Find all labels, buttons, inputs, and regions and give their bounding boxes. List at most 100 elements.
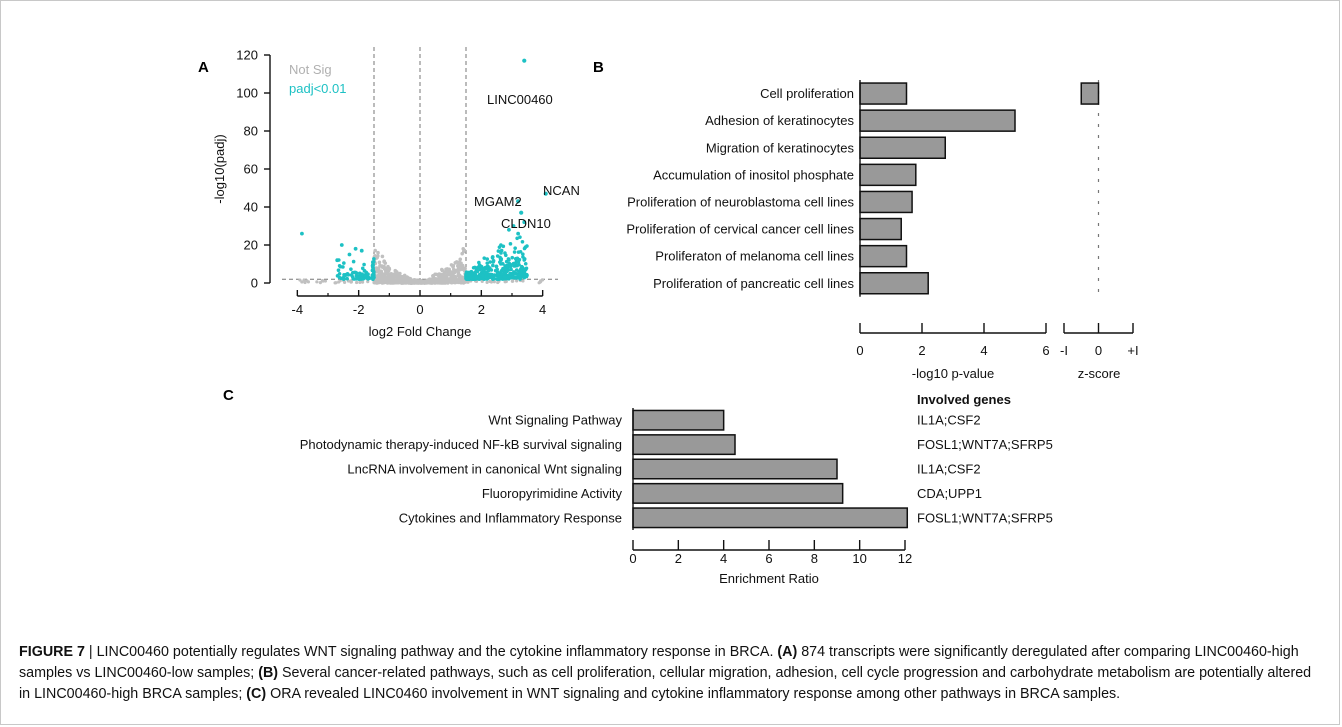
not-sig-point <box>315 280 319 284</box>
pathway-label: Proliferation of neuroblastoma cell line… <box>627 194 854 209</box>
figure-caption: FIGURE 7 | LINC00460 potentially regulat… <box>19 642 1319 705</box>
y-tick-label: 100 <box>236 86 258 101</box>
sig-point <box>469 275 473 280</box>
sig-point <box>497 275 501 279</box>
sig-point <box>362 262 366 267</box>
enrichment-bar <box>632 409 725 431</box>
sig-point <box>494 264 499 269</box>
zscore-axis-label: z-score <box>1078 366 1121 381</box>
not-sig-point <box>405 280 410 284</box>
not-sig-point <box>355 280 359 285</box>
sig-point <box>361 277 365 281</box>
involved-genes-label: IL1A;CSF2 <box>917 462 981 477</box>
x-tick-label: 0 <box>416 302 423 317</box>
y-tick-label: 20 <box>244 238 258 253</box>
sig-point <box>353 246 358 251</box>
not-sig-point <box>428 280 432 284</box>
not-sig-point <box>380 254 385 259</box>
not-sig-point <box>376 273 380 278</box>
not-sig-point <box>318 280 322 285</box>
not-sig-point <box>442 271 447 275</box>
not-sig-point <box>399 281 403 285</box>
panel-label-a: A <box>198 59 209 76</box>
pathway-x-axis-label: -log10 p-value <box>912 366 994 381</box>
enrichment-x-axis-label: Enrichment Ratio <box>719 571 819 586</box>
not-sig-point <box>466 280 470 284</box>
sig-point <box>512 261 516 266</box>
sig-point <box>521 252 525 256</box>
not-sig-point <box>539 279 543 284</box>
enrichment-x-tick-label: 10 <box>852 551 866 566</box>
not-sig-point <box>419 279 423 284</box>
sig-point <box>349 267 353 271</box>
sig-point <box>347 252 352 257</box>
caption-a-tag: (A) <box>777 644 798 660</box>
sig-point <box>351 276 355 281</box>
sig-point <box>513 246 517 250</box>
panel-label-b: B <box>593 59 604 76</box>
enrichment-x-tick-label: 2 <box>675 551 682 566</box>
not-sig-point <box>414 280 418 284</box>
not-sig-point <box>456 264 460 268</box>
sig-point <box>359 248 364 253</box>
sig-point <box>477 277 481 281</box>
panel-label-c: C <box>223 387 234 404</box>
zscore-x-tick-label: 0 <box>1095 343 1102 358</box>
involved-genes-label: FOSL1;WNT7A;SFRP5 <box>917 510 1053 525</box>
pathway-x-tick-label: 0 <box>856 343 863 358</box>
sig-point <box>351 259 356 264</box>
x-tick-label: 2 <box>478 302 485 317</box>
sig-point <box>482 256 487 260</box>
sig-point <box>337 263 342 268</box>
sig-point <box>300 231 304 236</box>
not-sig-point <box>366 280 370 284</box>
legend-not-sig: Not Sig <box>289 62 332 77</box>
enrichment-x-tick-label: 12 <box>898 551 912 566</box>
pathway-bar <box>859 163 917 187</box>
sig-point <box>515 256 520 261</box>
sig-point <box>517 276 522 280</box>
not-sig-point <box>459 261 463 265</box>
not-sig-point <box>382 259 386 264</box>
not-sig-point <box>333 281 337 285</box>
y-tick-label: 120 <box>236 48 258 63</box>
not-sig-point <box>378 280 383 284</box>
pathway-x-tick-label: 2 <box>918 343 925 358</box>
sig-point <box>491 258 496 263</box>
involved-genes-label: CDA;UPP1 <box>917 486 982 501</box>
sig-point <box>518 268 523 273</box>
pathway-label: Cell proliferation <box>760 86 854 101</box>
caption-lead: FIGURE 7 <box>19 644 85 660</box>
sig-point <box>514 268 519 272</box>
sig-point <box>336 268 341 273</box>
sig-point <box>502 266 507 271</box>
sig-point <box>511 224 516 228</box>
x-tick-label: 4 <box>539 302 546 317</box>
involved-genes-header: Involved genes <box>917 392 1011 407</box>
y-tick-label: 80 <box>244 124 258 139</box>
x-axis-label: log2 Fold Change <box>369 324 472 339</box>
not-sig-point <box>453 278 457 282</box>
sig-point <box>512 270 516 274</box>
pathway-x-tick-label: 6 <box>1042 343 1049 358</box>
not-sig-point <box>485 280 489 284</box>
caption-a-text: 874 transcripts were significantly dereg… <box>19 644 1299 681</box>
sig-point <box>507 261 512 266</box>
sig-point <box>353 270 358 275</box>
sig-point <box>523 273 528 277</box>
caption-b-text: Several cancer-related pathways, such as… <box>19 665 1312 702</box>
not-sig-point <box>515 279 519 283</box>
not-sig-point <box>379 275 384 280</box>
pathway-bar <box>859 109 1016 132</box>
sig-point <box>488 260 492 264</box>
not-sig-point <box>320 279 325 283</box>
y-tick-label: 40 <box>244 200 258 215</box>
sig-point <box>371 260 376 264</box>
not-sig-point <box>461 249 466 254</box>
enrichment-bar <box>632 458 838 480</box>
not-sig-point <box>423 279 427 284</box>
sig-point <box>503 251 507 255</box>
sig-point <box>491 263 495 268</box>
not-sig-point <box>394 271 399 275</box>
not-sig-point <box>511 279 515 283</box>
